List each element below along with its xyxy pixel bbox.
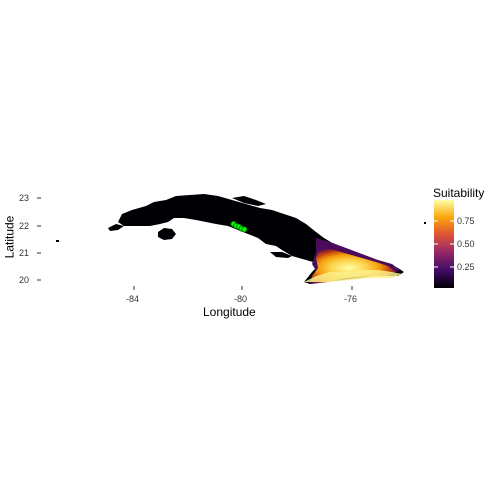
y-tick-label: 22 — [19, 221, 30, 231]
outlier-pixel — [424, 222, 426, 224]
legend-colorbar — [434, 200, 454, 288]
x-axis-ticks — [133, 286, 353, 290]
y-axis-ticks — [37, 197, 41, 281]
x-tick-label: -80 — [234, 294, 248, 304]
legend-title: Suitability — [433, 186, 485, 200]
cuba-landmass — [56, 194, 426, 284]
outlier-pixel — [56, 240, 59, 242]
occurrence-point — [241, 226, 248, 233]
legend-ticks — [434, 220, 454, 268]
y-tick-label: 20 — [19, 275, 30, 285]
western-cape — [108, 224, 124, 231]
y-tick-label: 23 — [19, 193, 30, 203]
legend-label: 0.75 — [457, 216, 475, 226]
northern-cays — [232, 196, 266, 206]
suitability-high-coast — [304, 270, 402, 282]
southern-cays — [270, 252, 292, 258]
occurrence-points — [230, 220, 248, 233]
y-axis-title: Latitude — [2, 215, 17, 259]
x-tick-label: -84 — [126, 294, 140, 304]
x-tick-label: -76 — [344, 294, 358, 304]
legend-label: 0.50 — [457, 239, 475, 249]
isla-de-la-juventud — [158, 228, 176, 240]
legend-label: 0.25 — [457, 262, 475, 272]
y-tick-label: 21 — [19, 248, 30, 258]
x-axis-title: Longitude — [203, 305, 256, 319]
